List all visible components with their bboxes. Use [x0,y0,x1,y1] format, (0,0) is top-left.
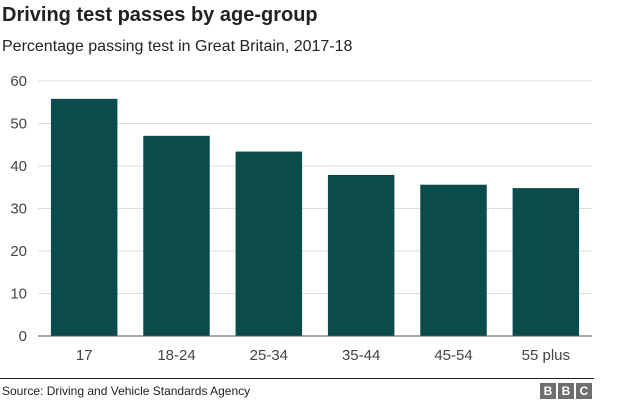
x-tick-label: 55 plus [522,347,570,364]
source-note: Source: Driving and Vehicle Standards Ag… [2,384,251,398]
logo-letter: B [540,383,556,399]
x-tick-label: 17 [76,347,93,364]
x-tick-label: 25-34 [250,347,288,364]
logo-letter: C [576,383,592,399]
bar [512,188,580,336]
y-tick-label: 10 [10,286,27,303]
bar [50,98,118,336]
y-tick-label: 0 [19,328,27,345]
y-tick-label: 30 [10,201,27,218]
chart-subtitle: Percentage passing test in Great Britain… [2,38,353,55]
bar [143,135,210,336]
footer-divider [0,378,594,379]
bbc-logo: B B C [540,383,592,399]
y-tick-label: 50 [10,116,27,133]
x-tick-label: 35-44 [342,347,380,364]
bar-chart: 0 10 20 30 40 50 60 17 18-24 25-34 35-44 45-54 55 pl… [10,73,592,364]
y-tick-label: 20 [10,243,27,260]
bar [420,184,487,336]
x-tick-label: 18-24 [157,347,195,364]
chart-title: Driving test passes by age-group [2,4,318,26]
bar [235,151,303,336]
x-tick-label: 45-54 [434,347,472,364]
logo-letter: B [558,383,574,399]
y-tick-label: 60 [10,73,27,90]
bar [327,174,395,336]
y-tick-label: 40 [10,158,27,175]
